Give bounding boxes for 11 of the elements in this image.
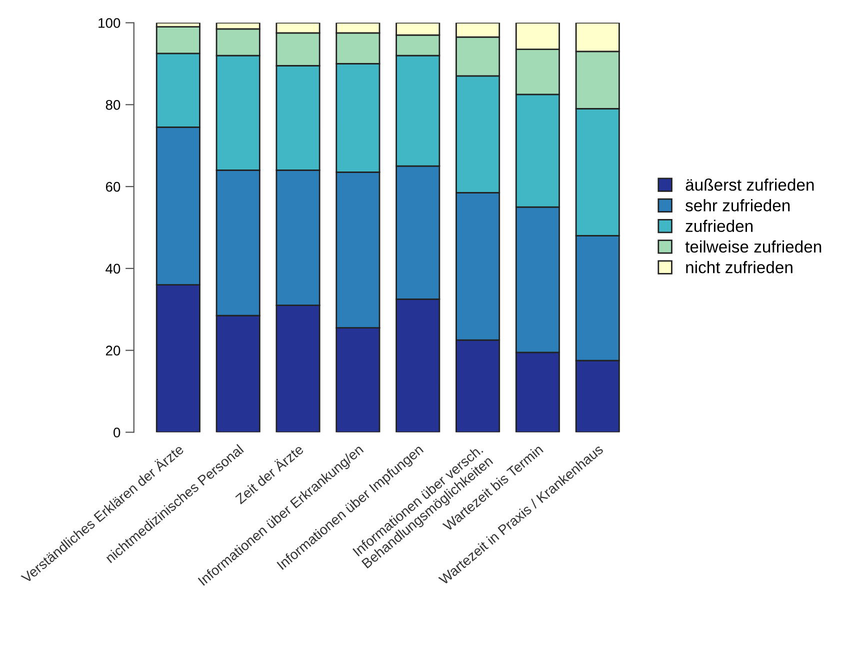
legend-label: nicht zufrieden [686, 261, 792, 274]
y-tick-label: 20 [106, 346, 120, 356]
y-tick-label: 80 [106, 100, 120, 110]
y-tick-label: 40 [106, 264, 120, 274]
legend-label: äußerst zufrieden [686, 178, 814, 191]
y-tick-label: 60 [106, 182, 120, 192]
y-tick-label: 0 [114, 428, 120, 438]
legend-label: sehr zufrieden [686, 199, 790, 212]
y-tick-label: 100 [98, 18, 120, 28]
legend-label: zufrieden [686, 220, 753, 232]
legend-label: teilweise zufrieden [685, 240, 822, 253]
